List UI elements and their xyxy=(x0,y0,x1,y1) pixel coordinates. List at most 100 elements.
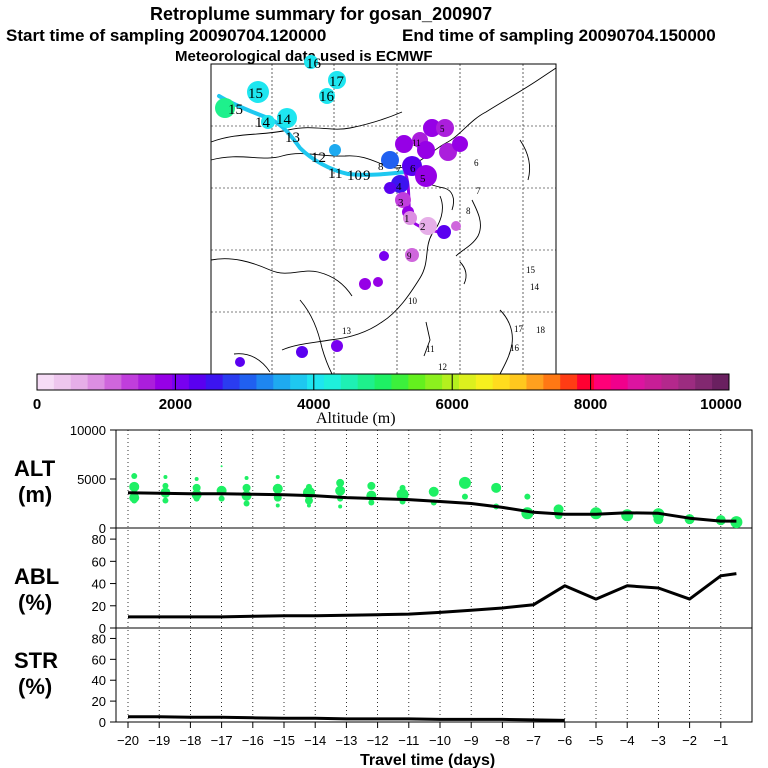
age-label: 14 xyxy=(255,115,271,131)
colorbar-cell xyxy=(37,374,55,390)
colorbar-cell xyxy=(678,374,696,390)
altitude-point xyxy=(193,495,200,502)
altitude-point xyxy=(244,476,249,481)
y-tick-label: 5000 xyxy=(77,472,106,487)
track-age-labels: 16 17 15 16 15 14 14 13 12 11 10 9 8 7 6… xyxy=(228,56,426,233)
plume-circle xyxy=(373,277,383,287)
age-label: 3 xyxy=(398,197,404,209)
colorbar-tick-label: 8000 xyxy=(574,396,607,413)
colorbar-cell xyxy=(644,374,662,390)
colorbar-cell xyxy=(543,374,561,390)
plume-circle xyxy=(215,98,235,118)
altitude-point xyxy=(163,475,168,480)
map-frame xyxy=(210,63,557,375)
str-panel-unit: (%) xyxy=(18,674,52,699)
altitude-point xyxy=(367,481,376,490)
x-tick-label: −1 xyxy=(713,733,728,748)
plume-circle xyxy=(395,192,411,208)
age-label: 16 xyxy=(510,343,520,353)
altitude-median-line xyxy=(127,491,737,523)
plume-circle xyxy=(419,217,437,235)
altitude-point xyxy=(621,509,634,522)
altitude-point xyxy=(335,485,346,496)
colorbar-tick-label: 6000 xyxy=(436,396,469,413)
met-data-label: Meteorological data used is ECMWF xyxy=(175,48,433,65)
altitude-point xyxy=(304,496,313,505)
colorbar-cell xyxy=(357,374,376,390)
age-label: 9 xyxy=(407,251,412,261)
x-tick-label: −14 xyxy=(304,733,326,748)
abl-panel-unit: (%) xyxy=(18,590,52,615)
colorbar-cell xyxy=(307,374,325,390)
altitude-point xyxy=(368,499,375,506)
colorbar-cell xyxy=(70,374,89,390)
age-label: 2 xyxy=(420,221,426,233)
plume-circle xyxy=(359,278,371,290)
start-time-label: Start time of sampling 20090704.120000 xyxy=(6,26,326,45)
x-tick-label: −19 xyxy=(148,733,170,748)
x-tick-label: −6 xyxy=(557,733,572,748)
x-tick-label: −18 xyxy=(179,733,201,748)
x-tick-label: −11 xyxy=(398,733,419,748)
plume-circle xyxy=(384,182,396,194)
altitude-point xyxy=(461,493,468,500)
colorbar-cell xyxy=(425,374,443,390)
colorbar-cell xyxy=(408,374,426,390)
plume-circle xyxy=(296,346,308,358)
colorbar-tick-label: 10000 xyxy=(700,396,742,413)
map-coastlines xyxy=(210,67,557,375)
plume-circle xyxy=(261,115,275,129)
plume-circle xyxy=(247,81,269,103)
age-label: 11 xyxy=(412,138,421,148)
colorbar-cell xyxy=(138,374,156,390)
altitude-point xyxy=(243,500,250,507)
age-label: 7 xyxy=(396,163,402,175)
age-label: 5 xyxy=(420,173,426,185)
colorbar-cell xyxy=(593,374,612,390)
x-tick-label: −10 xyxy=(429,733,451,748)
age-label: 7 xyxy=(476,186,481,196)
x-tick-label: −8 xyxy=(495,733,510,748)
age-label: 4 xyxy=(396,181,402,193)
altitude-point xyxy=(242,483,251,492)
plume-circle xyxy=(451,221,461,231)
y-tick-label: 20 xyxy=(92,599,106,614)
altitude-point xyxy=(653,514,664,525)
abl-fraction-line xyxy=(128,572,737,619)
colorbar-cell xyxy=(323,374,342,390)
y-tick-label: 0 xyxy=(99,715,106,730)
scattered-age-labels: 11 5 6 7 8 9 10 11 12 13 14 15 16 17 18 xyxy=(342,124,546,372)
y-tick-label: 80 xyxy=(92,631,106,646)
colorbar-cell xyxy=(442,374,460,390)
colorbar-cell xyxy=(509,374,527,390)
altitude-point xyxy=(220,465,223,468)
altitude-point xyxy=(194,477,199,481)
plume-circle xyxy=(403,211,417,225)
y-tick-label: 20 xyxy=(92,694,106,709)
colorbar-cell xyxy=(53,374,72,390)
x-tick-label: −17 xyxy=(211,733,233,748)
plume-circle xyxy=(439,143,457,161)
altitude-point xyxy=(192,483,201,492)
altitude-point xyxy=(338,504,343,509)
x-tick-label: −9 xyxy=(464,733,479,748)
altitude-colorbar: 0 2000 4000 6000 8000 10000 Altitude (m) xyxy=(33,373,742,427)
plume-circle xyxy=(304,55,318,69)
plume-circle xyxy=(328,71,346,89)
colorbar-cell xyxy=(87,374,106,390)
alt-panel-label: ALT xyxy=(14,456,56,481)
plume-circles xyxy=(215,55,468,367)
age-label: 6 xyxy=(474,158,479,168)
y-tick-label: 40 xyxy=(92,577,106,592)
altitude-point xyxy=(306,503,311,508)
x-tick-label: −12 xyxy=(367,733,389,748)
age-label: 12 xyxy=(438,362,447,372)
altitude-point xyxy=(524,493,531,500)
colorbar-cell xyxy=(610,374,629,390)
x-tick-label: −15 xyxy=(273,733,295,748)
plume-circle xyxy=(415,165,437,187)
altitude-point xyxy=(275,503,280,508)
altitude-point xyxy=(218,495,225,502)
colorbar-cell xyxy=(222,374,241,390)
altitude-point xyxy=(553,504,564,515)
